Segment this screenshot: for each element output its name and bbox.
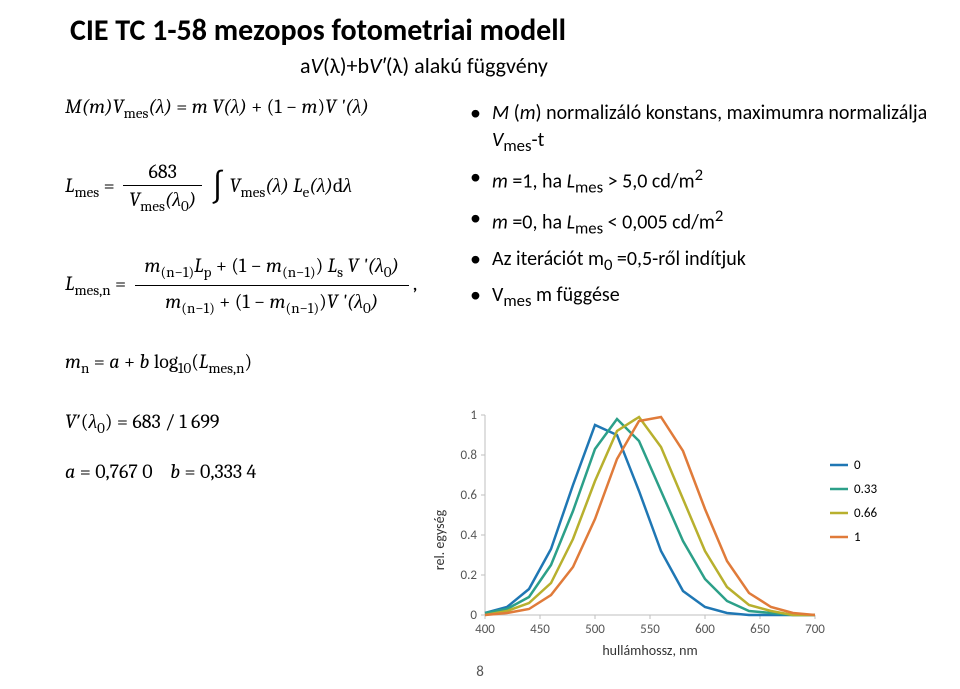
bullet-item: Az iterációt m0 =0,5-ről indítjuk (470, 246, 940, 277)
equation-4: mn = a + b log10(Lmes,n) (65, 350, 252, 377)
svg-text:0.33: 0.33 (854, 482, 877, 497)
svg-text:0.6: 0.6 (461, 488, 478, 503)
svg-text:0: 0 (854, 458, 861, 473)
series-line (485, 419, 815, 615)
svg-text:550: 550 (640, 622, 660, 637)
svg-text:700: 700 (805, 622, 825, 637)
bullet-item: m =0, ha Lmes < 0,005 cd/m2 (470, 205, 940, 240)
svg-text:400: 400 (475, 622, 495, 637)
page-subtitle: aV(λ)+bV′(λ) alakú függvény (300, 52, 548, 79)
x-axis-label: hullámhossz, nm (602, 642, 697, 659)
page-number: 8 (476, 663, 484, 681)
equation-1: M(m)Vmes(λ) = m V(λ) + (1 − m)V '(λ) (65, 95, 369, 122)
svg-text:450: 450 (530, 622, 550, 637)
equation-3: Lmes,n = m(n−1)Lp + (1 − m(n−1)) Ls V '(… (65, 250, 417, 321)
spectral-chart: rel. egység 0 0.2 0.4 0.6 0.8 1 (430, 405, 910, 675)
series-line (485, 417, 815, 615)
y-ticks: 0 0.2 0.4 0.6 0.8 1 (461, 408, 485, 623)
page-title: CIE TC 1-58 mezopos fotometriai modell (70, 12, 566, 49)
svg-text:1: 1 (470, 408, 477, 423)
svg-text:1: 1 (854, 530, 861, 545)
svg-text:0.8: 0.8 (461, 448, 478, 463)
x-ticks: 400 450 500 550 600 650 700 (475, 615, 825, 637)
equation-2: Lmes = 683 Vmes(λ0) ∫ Vmes(λ) Le(λ)dλ (65, 160, 352, 215)
svg-text:600: 600 (695, 622, 715, 637)
svg-text:0.66: 0.66 (854, 506, 877, 521)
series-line (485, 425, 815, 615)
bullet-item: M (m) normalizáló konstans, maximumra no… (470, 100, 940, 158)
svg-text:0.4: 0.4 (461, 528, 478, 543)
series-line (485, 417, 815, 615)
y-axis-label: rel. egység (431, 509, 448, 570)
svg-text:650: 650 (750, 622, 770, 637)
svg-text:500: 500 (585, 622, 605, 637)
bullet-item: m =1, ha Lmes > 5,0 cd/m2 (470, 164, 940, 199)
svg-text:0.2: 0.2 (461, 568, 478, 583)
equation-6: a = 0,767 0 b = 0,333 4 (65, 460, 256, 483)
bullet-item: Vmes m függése (470, 282, 940, 313)
equation-5: V′(λ0) = 683 / 1 699 (65, 410, 220, 437)
chart-legend: 0 0.33 0.66 1 (830, 458, 877, 545)
bullet-list: M (m) normalizáló konstans, maximumra no… (470, 100, 940, 319)
svg-text:0: 0 (470, 608, 477, 623)
